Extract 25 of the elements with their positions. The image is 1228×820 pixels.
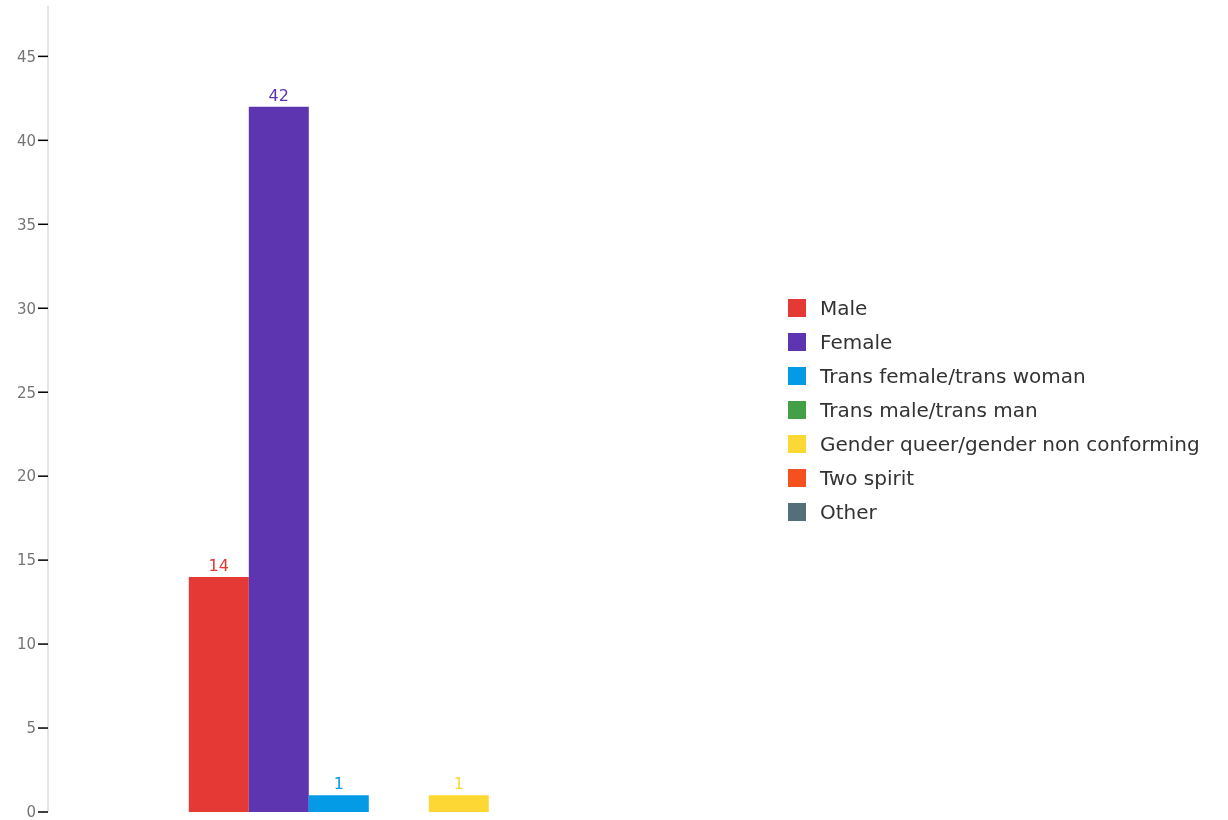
data-label: 14 bbox=[208, 555, 229, 575]
legend-label: Gender queer/gender non conforming bbox=[820, 432, 1200, 456]
y-tick-label: 5 bbox=[26, 719, 36, 738]
legend-label: Male bbox=[820, 296, 868, 320]
legend-label: Female bbox=[820, 330, 893, 354]
data-label: 42 bbox=[268, 85, 289, 105]
y-tick-label: 35 bbox=[16, 215, 36, 234]
y-tick-label: 15 bbox=[16, 551, 36, 570]
y-tick-label: 30 bbox=[16, 299, 36, 318]
data-label: 1 bbox=[453, 774, 464, 794]
legend-label: Other bbox=[820, 500, 877, 524]
y-tick-label: 45 bbox=[16, 47, 36, 66]
bar bbox=[248, 106, 309, 812]
y-tick-label: 10 bbox=[16, 635, 36, 654]
bar bbox=[308, 795, 369, 812]
y-tick-label: 25 bbox=[16, 383, 36, 402]
y-tick-label: 20 bbox=[16, 467, 36, 486]
y-tick-label: 0 bbox=[26, 803, 36, 820]
data-label: 1 bbox=[333, 774, 344, 794]
legend-label: Trans female/trans woman bbox=[820, 364, 1086, 388]
legend-label: Two spirit bbox=[820, 466, 915, 490]
y-tick-label: 40 bbox=[16, 131, 36, 150]
legend-label: Trans male/trans man bbox=[820, 398, 1038, 422]
bar bbox=[428, 795, 489, 812]
bar bbox=[188, 576, 249, 812]
